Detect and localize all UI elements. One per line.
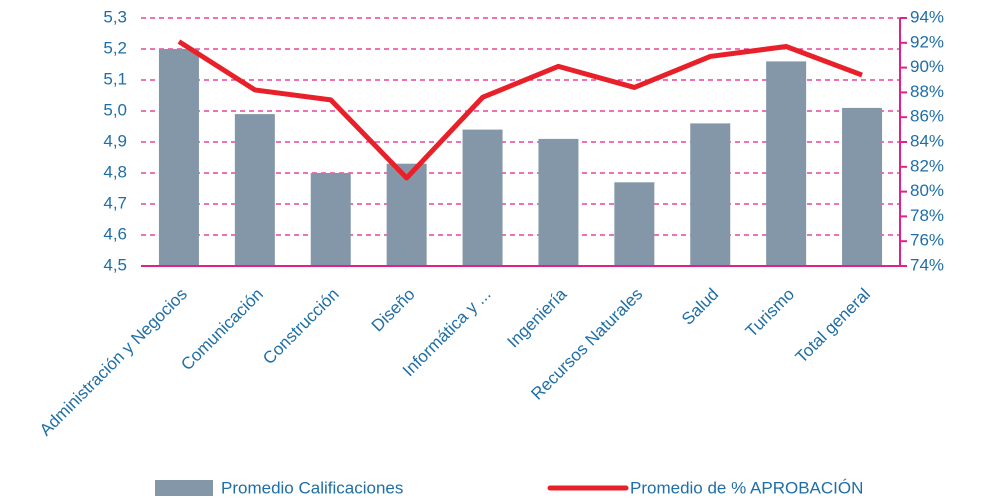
y-tick-label: 4,5 xyxy=(103,255,127,274)
y2-tick-label: 84% xyxy=(910,131,944,150)
bar xyxy=(842,107,883,267)
y2-tick-label: 92% xyxy=(910,32,944,51)
y2-tick-label: 76% xyxy=(910,231,944,250)
y-tick-label: 4,7 xyxy=(103,193,127,212)
x-tick-label: Turismo xyxy=(742,285,798,341)
bar xyxy=(158,49,199,266)
x-tick-label: Ingeniería xyxy=(504,284,571,351)
y2-tick-label: 88% xyxy=(910,82,944,101)
x-tick-label: Construcción xyxy=(259,285,343,369)
bar xyxy=(462,129,503,266)
y-tick-label: 4,9 xyxy=(103,131,127,150)
x-tick-label: Diseño xyxy=(368,285,419,336)
x-tick-label: Total general xyxy=(792,285,874,367)
y-tick-label: 4,6 xyxy=(103,224,127,243)
y2-tick-label: 80% xyxy=(910,181,944,200)
y2-tick-label: 78% xyxy=(910,206,944,225)
legend-swatch xyxy=(155,480,213,496)
legend-label: Promedio Calificaciones xyxy=(221,478,403,497)
line xyxy=(177,39,863,181)
bar xyxy=(234,114,275,266)
y-tick-label: 5,1 xyxy=(103,69,127,88)
y2-tick-label: 74% xyxy=(910,255,944,274)
bar xyxy=(766,61,807,267)
y-tick-label: 5,2 xyxy=(103,38,127,57)
bar xyxy=(690,123,731,267)
bar xyxy=(538,138,579,266)
legend-label: Promedio de % APROBACIÓN xyxy=(630,478,863,497)
bar xyxy=(614,182,655,266)
y2-tick-label: 82% xyxy=(910,156,944,175)
y2-tick-label: 86% xyxy=(910,107,944,126)
x-tick-label: Administración y Negocios xyxy=(36,285,191,440)
y-tick-label: 5,3 xyxy=(103,7,127,26)
y2-tick-label: 90% xyxy=(910,57,944,76)
bar xyxy=(310,173,351,266)
bar xyxy=(386,163,427,266)
y-tick-label: 5,0 xyxy=(103,100,127,119)
x-tick-label: Salud xyxy=(678,285,722,329)
y-tick-label: 4,8 xyxy=(103,162,127,181)
y2-tick-label: 94% xyxy=(910,7,944,26)
